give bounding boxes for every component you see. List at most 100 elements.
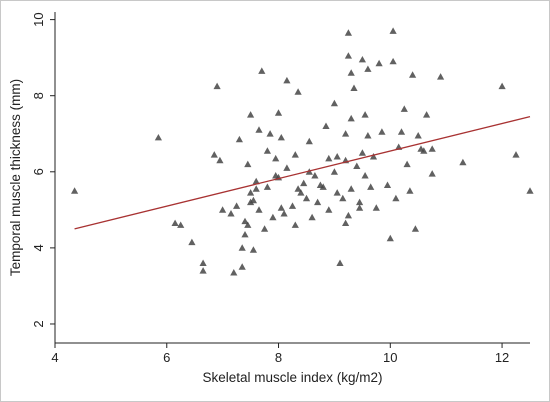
data-point <box>252 177 260 185</box>
data-point <box>238 263 246 270</box>
data-point <box>403 160 411 168</box>
data-point <box>342 219 350 226</box>
data-point <box>261 225 269 232</box>
data-point <box>283 164 291 171</box>
data-point <box>336 259 344 266</box>
data-point <box>356 198 364 206</box>
data-point <box>219 206 227 213</box>
data-point <box>347 114 355 122</box>
y-axis-title: Temporal muscle thickness (mm) <box>8 79 23 276</box>
data-point <box>367 183 375 190</box>
data-point <box>71 187 79 194</box>
data-point <box>386 234 394 242</box>
data-point <box>347 69 355 76</box>
data-point <box>249 196 257 204</box>
data-point <box>241 231 249 238</box>
data-point <box>263 147 271 154</box>
data-point <box>235 135 243 143</box>
data-point <box>302 194 311 202</box>
x-tick-label: 10 <box>383 350 397 365</box>
axes: 4 6 8 10 12 2 4 6 8 10 <box>31 12 530 365</box>
data-point <box>210 151 218 158</box>
data-point <box>216 156 224 164</box>
data-point <box>277 134 285 141</box>
data-point <box>319 183 327 190</box>
data-point <box>247 189 255 196</box>
x-tick-label: 4 <box>51 350 58 365</box>
y-tick-label: 4 <box>31 244 46 251</box>
data-point <box>322 122 330 129</box>
data-point <box>294 185 302 192</box>
data-point <box>333 153 341 160</box>
data-point <box>188 238 196 246</box>
data-point <box>339 194 347 202</box>
data-point <box>325 206 333 213</box>
data-point <box>255 126 263 133</box>
data-point <box>364 65 372 72</box>
data-point <box>227 210 235 217</box>
data-point <box>389 57 397 65</box>
data-point <box>244 160 252 168</box>
data-point <box>252 185 260 192</box>
data-point <box>353 162 361 169</box>
data-point <box>361 172 369 179</box>
data-point <box>283 76 291 84</box>
data-point <box>406 187 414 194</box>
data-point <box>526 187 534 194</box>
data-point <box>361 111 369 118</box>
data-point <box>411 225 419 232</box>
data-point <box>277 204 285 211</box>
data-point <box>291 221 299 228</box>
data-point <box>297 189 305 196</box>
data-point <box>358 149 366 156</box>
data-point <box>428 170 436 177</box>
data-point <box>347 185 355 192</box>
data-point <box>397 128 406 135</box>
data-point <box>314 198 322 206</box>
data-point <box>344 29 352 36</box>
data-point <box>291 151 299 158</box>
x-axis-title: Skeletal muscle index (kg/m2) <box>202 370 382 385</box>
data-point <box>372 204 380 211</box>
data-point <box>308 213 316 221</box>
data-point <box>241 217 249 225</box>
x-tick-label: 6 <box>163 350 170 365</box>
data-point <box>199 259 207 266</box>
data-point <box>177 221 185 228</box>
data-point <box>288 202 297 209</box>
data-point <box>325 154 333 162</box>
data-point <box>311 172 319 179</box>
data-point <box>330 99 338 107</box>
data-point <box>266 130 274 137</box>
data-point <box>364 132 372 139</box>
data-point <box>356 204 364 211</box>
data-point <box>358 56 366 63</box>
data-point <box>269 213 277 221</box>
data-point <box>244 221 252 228</box>
data-point <box>437 73 445 80</box>
data-point <box>238 244 246 251</box>
data-point <box>280 210 288 217</box>
data-point <box>512 151 520 158</box>
marks <box>71 27 534 276</box>
data-point <box>199 267 207 274</box>
data-point <box>498 82 506 90</box>
data-point <box>333 189 341 196</box>
data-point <box>423 111 431 118</box>
data-point <box>233 202 241 209</box>
data-point <box>375 59 383 67</box>
data-point <box>263 183 271 190</box>
data-point <box>428 145 436 152</box>
data-point <box>247 111 255 118</box>
data-point <box>154 134 162 141</box>
data-point <box>342 130 350 137</box>
data-point <box>300 179 308 187</box>
y-tick-label: 10 <box>31 12 46 26</box>
data-point <box>294 88 302 95</box>
data-point <box>344 211 352 219</box>
data-point <box>330 168 338 175</box>
x-tick-label: 12 <box>495 350 509 365</box>
data-point <box>213 82 221 90</box>
